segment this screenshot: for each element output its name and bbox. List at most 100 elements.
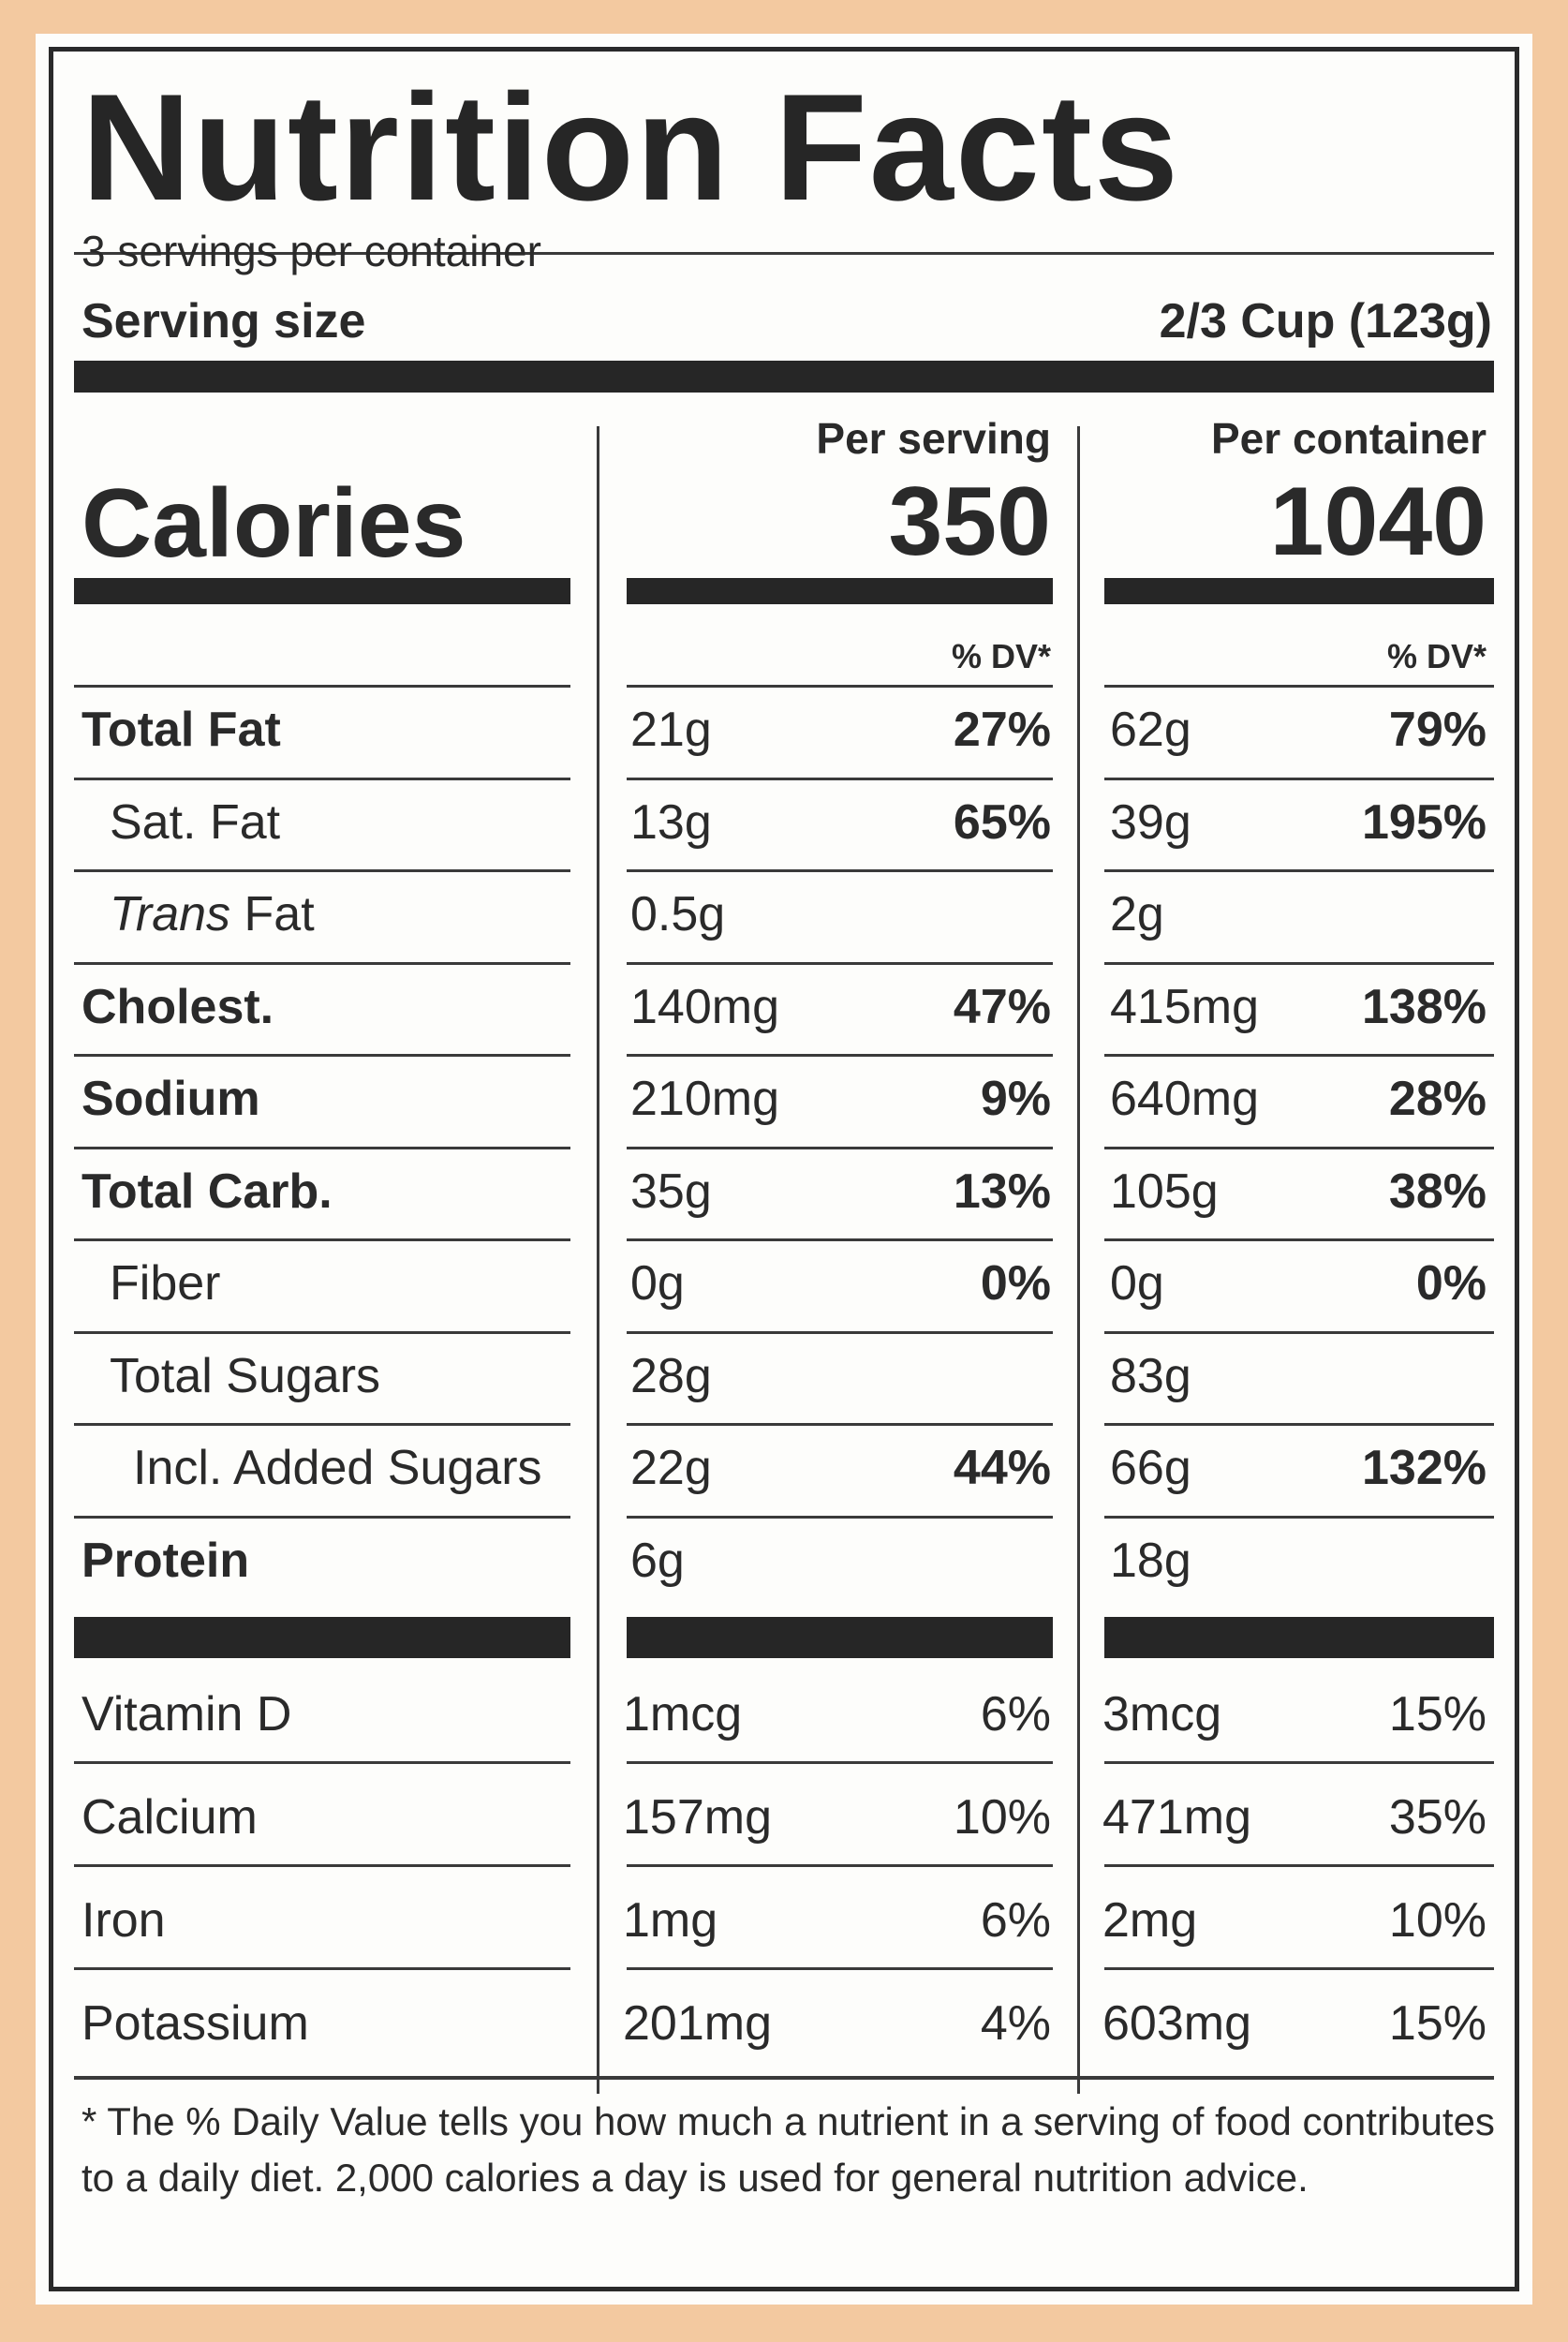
- nutrition-facts-panel: Nutrition Facts 3 servings per container…: [49, 47, 1519, 2291]
- row-divider: [627, 869, 1053, 872]
- serving-amount: 13g: [630, 794, 712, 850]
- footnote-divider: [74, 2076, 1494, 2080]
- container-amount: 2mg: [1102, 1893, 1198, 1948]
- serving-dv: 27%: [953, 703, 1051, 757]
- row-divider: [74, 1146, 570, 1149]
- nutrient-name: Trans Fat: [110, 890, 315, 939]
- serving-size-thick-bar: [74, 361, 1494, 393]
- protein-thick-bar: [74, 1617, 570, 1658]
- serving-amount: 157mg: [623, 1790, 772, 1845]
- row-divider: [74, 1864, 570, 1867]
- container-dv: 38%: [1388, 1164, 1487, 1219]
- nutrient-name-italic: Trans: [110, 887, 231, 941]
- container-amount: 18g: [1110, 1533, 1191, 1588]
- micronutrient-name: Potassium: [81, 1996, 309, 2051]
- row-divider: [74, 869, 570, 872]
- container-dv: 138%: [1362, 979, 1487, 1034]
- row-divider: [1104, 1761, 1494, 1764]
- serving-amount: 1mcg: [623, 1687, 743, 1742]
- nutrient-name: Fiber: [110, 1256, 221, 1311]
- dv-header-serving: % DV*: [951, 637, 1051, 675]
- row-divider: [74, 1761, 570, 1764]
- serving-dv: 10%: [953, 1790, 1051, 1845]
- container-amount: 39g: [1110, 794, 1191, 850]
- row-divider: [74, 1423, 570, 1426]
- row-divider: [627, 1423, 1053, 1426]
- row-divider: [627, 1330, 1053, 1334]
- serving-amount: 201mg: [623, 1996, 772, 2051]
- row-divider: [627, 1864, 1053, 1867]
- row-divider: [74, 1054, 570, 1057]
- servings-per-container: 3 servings per container: [81, 227, 541, 275]
- container-dv: 15%: [1388, 1996, 1487, 2051]
- row-divider: [627, 1238, 1053, 1241]
- row-divider: [627, 1054, 1053, 1057]
- row-divider: [1104, 1864, 1494, 1867]
- column-divider-left: [597, 426, 599, 2094]
- serving-amount: 210mg: [630, 1072, 779, 1126]
- micronutrient-name: Iron: [81, 1893, 166, 1948]
- container-amount: 415mg: [1110, 979, 1259, 1034]
- nutrient-name: Cholest.: [81, 979, 274, 1034]
- row-divider: [1104, 1238, 1494, 1241]
- row-divider: [627, 1761, 1053, 1764]
- serving-dv: 6%: [980, 1687, 1051, 1742]
- container-amount: 603mg: [1102, 1996, 1251, 2051]
- serving-amount: 6g: [630, 1533, 685, 1588]
- row-divider: [74, 1330, 570, 1334]
- container-dv: 0%: [1415, 1256, 1487, 1311]
- serving-amount: 1mg: [623, 1893, 718, 1948]
- row-divider: [1104, 1515, 1494, 1519]
- serving-amount: 0.5g: [630, 887, 726, 941]
- container-amount: 83g: [1110, 1348, 1191, 1403]
- row-divider: [1104, 1967, 1494, 1970]
- calories-label: Calories: [81, 469, 466, 578]
- row-divider: [74, 1238, 570, 1241]
- per-container-header: Per container: [1211, 414, 1487, 463]
- serving-dv: 0%: [980, 1256, 1051, 1311]
- row-divider: [1104, 961, 1494, 965]
- serving-dv: 9%: [980, 1072, 1051, 1126]
- container-dv: 28%: [1388, 1072, 1487, 1126]
- column-divider-right: [1077, 426, 1080, 2094]
- serving-dv: 4%: [980, 1996, 1051, 2051]
- row-divider: [627, 1967, 1053, 1970]
- container-amount: 62g: [1110, 703, 1191, 757]
- serving-amount: 22g: [630, 1441, 712, 1495]
- container-amount: 640mg: [1110, 1072, 1259, 1126]
- nutrient-name: Protein: [81, 1533, 250, 1588]
- container-dv: 132%: [1362, 1441, 1487, 1495]
- calories-bar-serving: [627, 578, 1053, 604]
- daily-value-footnote: * The % Daily Value tells you how much a…: [81, 2099, 1495, 2200]
- nutrient-name: Total Fat: [81, 703, 281, 757]
- per-serving-header: Per serving: [816, 414, 1051, 463]
- row-divider: [1104, 1146, 1494, 1149]
- protein-thick-bar: [627, 1617, 1053, 1658]
- row-divider: [1104, 1423, 1494, 1426]
- row-divider: [1104, 1054, 1494, 1057]
- label-title: Nutrition Facts: [81, 63, 1181, 232]
- serving-amount: 0g: [630, 1256, 685, 1311]
- nutrient-name: Total Carb.: [81, 1164, 333, 1219]
- row-divider: [74, 685, 570, 688]
- row-divider: [627, 685, 1053, 688]
- container-amount: 66g: [1110, 1441, 1191, 1495]
- serving-dv: 44%: [953, 1441, 1051, 1495]
- micronutrient-name: Calcium: [81, 1790, 258, 1845]
- row-divider: [627, 961, 1053, 965]
- container-dv: 15%: [1388, 1687, 1487, 1742]
- nutrition-label: Nutrition Facts 3 servings per container…: [36, 34, 1532, 2305]
- serving-size-label: Serving size: [81, 294, 366, 348]
- serving-size-value: 2/3 Cup (123g): [1159, 294, 1492, 348]
- calories-per-container: 1040: [1269, 467, 1487, 576]
- container-amount: 3mcg: [1102, 1687, 1222, 1742]
- container-dv: 10%: [1388, 1893, 1487, 1948]
- serving-dv: 65%: [953, 794, 1051, 850]
- serving-dv: 6%: [980, 1893, 1051, 1948]
- nutrient-name: Sat. Fat: [110, 794, 281, 850]
- container-amount: 471mg: [1102, 1790, 1251, 1845]
- title-divider: [74, 252, 1494, 255]
- row-divider: [1104, 869, 1494, 872]
- row-divider: [627, 777, 1053, 780]
- nutrient-name: Sodium: [81, 1072, 260, 1126]
